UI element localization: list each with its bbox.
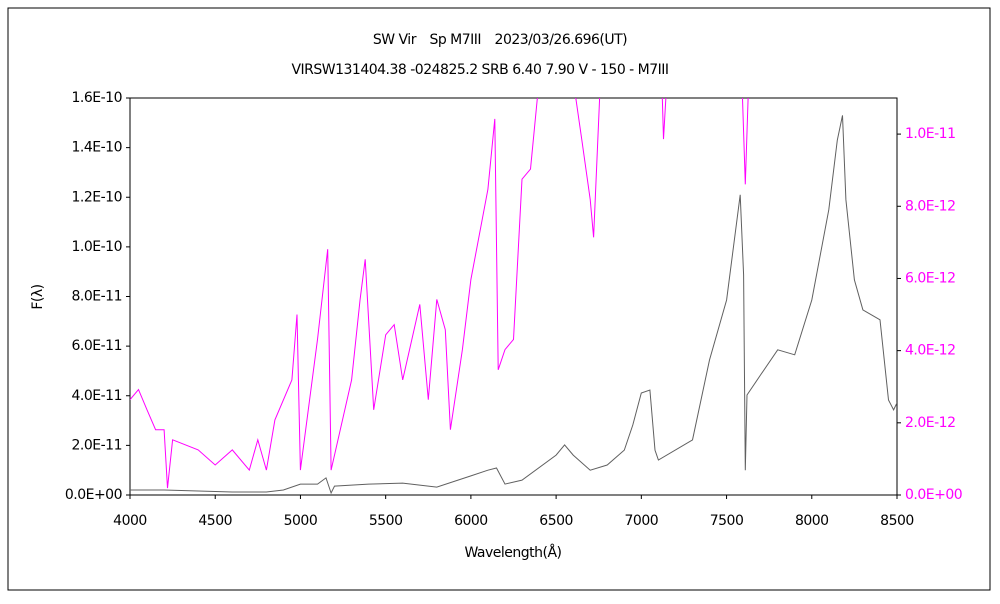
chart-subtitle: VIRSW131404.38 -024825.2 SRB 6.40 7.90 V… — [291, 62, 668, 78]
y-tick-label: 4.0E-11 — [72, 388, 122, 404]
y2-tick-label: 1.0E-11 — [905, 126, 955, 142]
y2-tick-label: 6.0E-12 — [905, 270, 955, 286]
x-tick-label: 6000 — [454, 513, 488, 529]
spectrum-line — [130, 115, 897, 495]
y-tick-label: 1.0E-10 — [72, 239, 122, 255]
x-tick-label: 5500 — [369, 513, 403, 529]
x-tick-label: 8000 — [795, 513, 829, 529]
plot-area — [129, 97, 898, 496]
chart-title: SW Vir Sp M7III 2023/03/26.696(UT) — [373, 32, 627, 48]
y-tick-label: 1.2E-10 — [72, 189, 122, 205]
x-tick-label: 4000 — [113, 513, 147, 529]
y-tick-label: 8.0E-11 — [72, 289, 122, 305]
x-tick-label: 7000 — [625, 513, 659, 529]
spectrum-line — [130, 98, 749, 489]
x-tick-label: 4500 — [198, 513, 232, 529]
y-axis-label: F(λ) — [30, 284, 46, 309]
x-axis-label: Wavelength(Å) — [464, 544, 561, 561]
y-tick-label: 1.4E-10 — [72, 140, 122, 156]
y2-tick-label: 0.0E+00 — [905, 487, 962, 503]
x-tick-label: 7500 — [710, 513, 744, 529]
y-tick-label: 0.0E+00 — [65, 487, 122, 503]
frame — [7, 7, 991, 591]
x-tick-label: 8500 — [880, 513, 914, 529]
y-tick-label: 6.0E-11 — [72, 338, 122, 354]
y-tick-label: 2.0E-11 — [72, 437, 122, 453]
x-tick-label: 5000 — [284, 513, 318, 529]
x-tick-label: 6500 — [539, 513, 573, 529]
y2-tick-label: 4.0E-12 — [905, 343, 955, 359]
y2-tick-label: 8.0E-12 — [905, 198, 955, 214]
y2-tick-label: 2.0E-12 — [905, 415, 955, 431]
y-tick-label: 1.6E-10 — [72, 90, 122, 106]
